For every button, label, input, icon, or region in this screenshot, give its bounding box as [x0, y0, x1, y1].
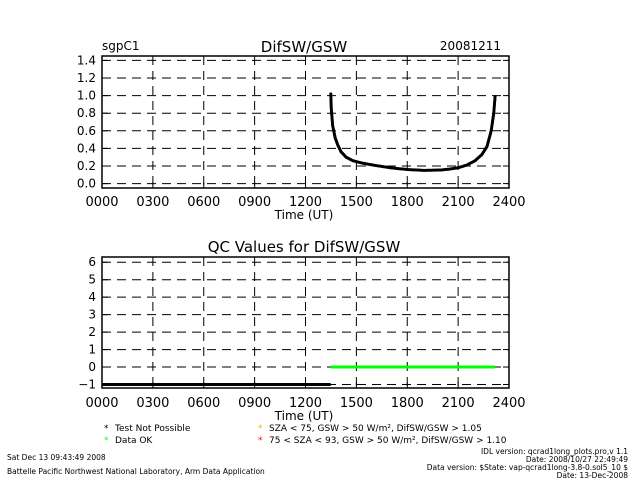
top-y-axis-ticks: 0.0 0.2 0.4 0.6 0.8 1.0 1.2 1.4 [77, 53, 509, 191]
footer-idl-date: Date: 2008/10/27 22:49:49 [526, 455, 628, 464]
qc-legend: * Test Not Possible * Data OK * SZA < 75… [104, 424, 507, 446]
legend-label-sza-75-93: 75 < SZA < 93, GSW > 50 W/m², DifSW/GSW … [269, 436, 507, 446]
footer-lab: Battelle Pacific Northwest National Labo… [7, 467, 265, 476]
x-tick-label: 0900 [238, 195, 271, 210]
y-tick-label: 1.4 [77, 53, 96, 67]
data-point [493, 94, 497, 98]
y-tick-label: 0.4 [77, 141, 96, 155]
x-tick-label: 0000 [85, 396, 118, 411]
x-tick-label: 2400 [492, 195, 525, 210]
site-label: sgpC1 [102, 39, 140, 53]
legend-marker-test-not-possible: * [104, 424, 109, 434]
x-tick-label: 2100 [442, 396, 475, 411]
x-tick-label: 1500 [340, 396, 373, 411]
x-tick-label: 0900 [238, 396, 271, 411]
legend-label-sza-lt-75: SZA < 75, GSW > 50 W/m², DifSW/GSW > 1.0… [269, 424, 482, 434]
legend-label-test-not-possible: Test Not Possible [114, 424, 191, 434]
top-chart-title: DifSW/GSW [261, 38, 348, 56]
footer-data-version: Data version: $State: vap-qcrad1long-3.8… [427, 463, 629, 472]
bottom-x-axis-label: Time (UT) [274, 409, 334, 423]
legend-label-data-ok: Data OK [115, 436, 153, 446]
bottom-chart-title: QC Values for DifSW/GSW [208, 238, 401, 256]
y-tick-label: 2 [88, 325, 96, 339]
footer: Sat Dec 13 09:43:49 2008 Battelle Pacifi… [7, 447, 628, 480]
top-chart-grid [102, 56, 509, 188]
x-tick-label: 0300 [136, 195, 169, 210]
x-tick-label: 1200 [289, 396, 322, 411]
y-tick-label: 0.6 [77, 124, 96, 138]
x-tick-label: 1200 [289, 195, 322, 210]
y-tick-label: 1 [88, 343, 96, 357]
top-chart-data [329, 92, 497, 172]
y-tick-label: 4 [88, 290, 96, 304]
y-tick-label: 1.2 [77, 71, 96, 85]
difsw-gsw-panel: DifSW/GSW 0.00.20.40.60.81.01.21.4 0000 0… [77, 38, 526, 222]
x-tick-label: 0600 [187, 195, 220, 210]
footer-data-date: Date: 13-Dec-2008 [557, 471, 629, 480]
y-tick-label: 0.2 [77, 159, 96, 173]
x-tick-label: 2100 [442, 195, 475, 210]
y-tick-label: 6 [88, 255, 96, 269]
x-tick-label: 0000 [85, 195, 118, 210]
y-tick-label: 1.0 [77, 89, 96, 103]
y-tick-label: 0.8 [77, 106, 96, 120]
y-tick-label: −1 [78, 378, 96, 392]
bottom-x-axis-ticks: 0000 0300 0600 0900 1200 1500 1800 2100 2400 [85, 382, 526, 411]
legend-marker-data-ok: * [104, 436, 109, 446]
x-tick-label: 1800 [391, 195, 424, 210]
y-tick-label: 0 [88, 360, 96, 374]
y-tick-label: 0.0 [77, 177, 96, 191]
x-tick-label: 2400 [492, 396, 525, 411]
y-tick-label: 5 [88, 273, 96, 287]
top-x-axis-label: Time (UT) [274, 208, 334, 222]
x-tick-label: 1800 [391, 396, 424, 411]
x-tick-label: 0300 [136, 396, 169, 411]
footer-idl-version: IDL version: qcrad1long_plots.pro,v 1.1 [481, 447, 628, 456]
qc-values-panel: QC Values for DifSW/GSW −1 0 1 2 3 4 5 6 0000 03… [78, 238, 525, 423]
bottom-chart-data [102, 365, 496, 387]
x-tick-label: 1500 [340, 195, 373, 210]
legend-marker-sza-75-93: * [258, 436, 263, 446]
date-label: 20081211 [440, 39, 501, 53]
y-tick-label: 3 [88, 308, 96, 322]
legend-marker-sza-lt-75: * [258, 424, 263, 434]
footer-run-time: Sat Dec 13 09:43:49 2008 [7, 453, 106, 462]
x-tick-label: 0600 [187, 396, 220, 411]
top-x-axis-ticks: 0000 0300 0600 0900 1200 1500 1800 2100 2400 [85, 182, 526, 210]
bottom-y-axis-ticks: −1 0 1 2 3 4 5 6 [78, 255, 509, 392]
